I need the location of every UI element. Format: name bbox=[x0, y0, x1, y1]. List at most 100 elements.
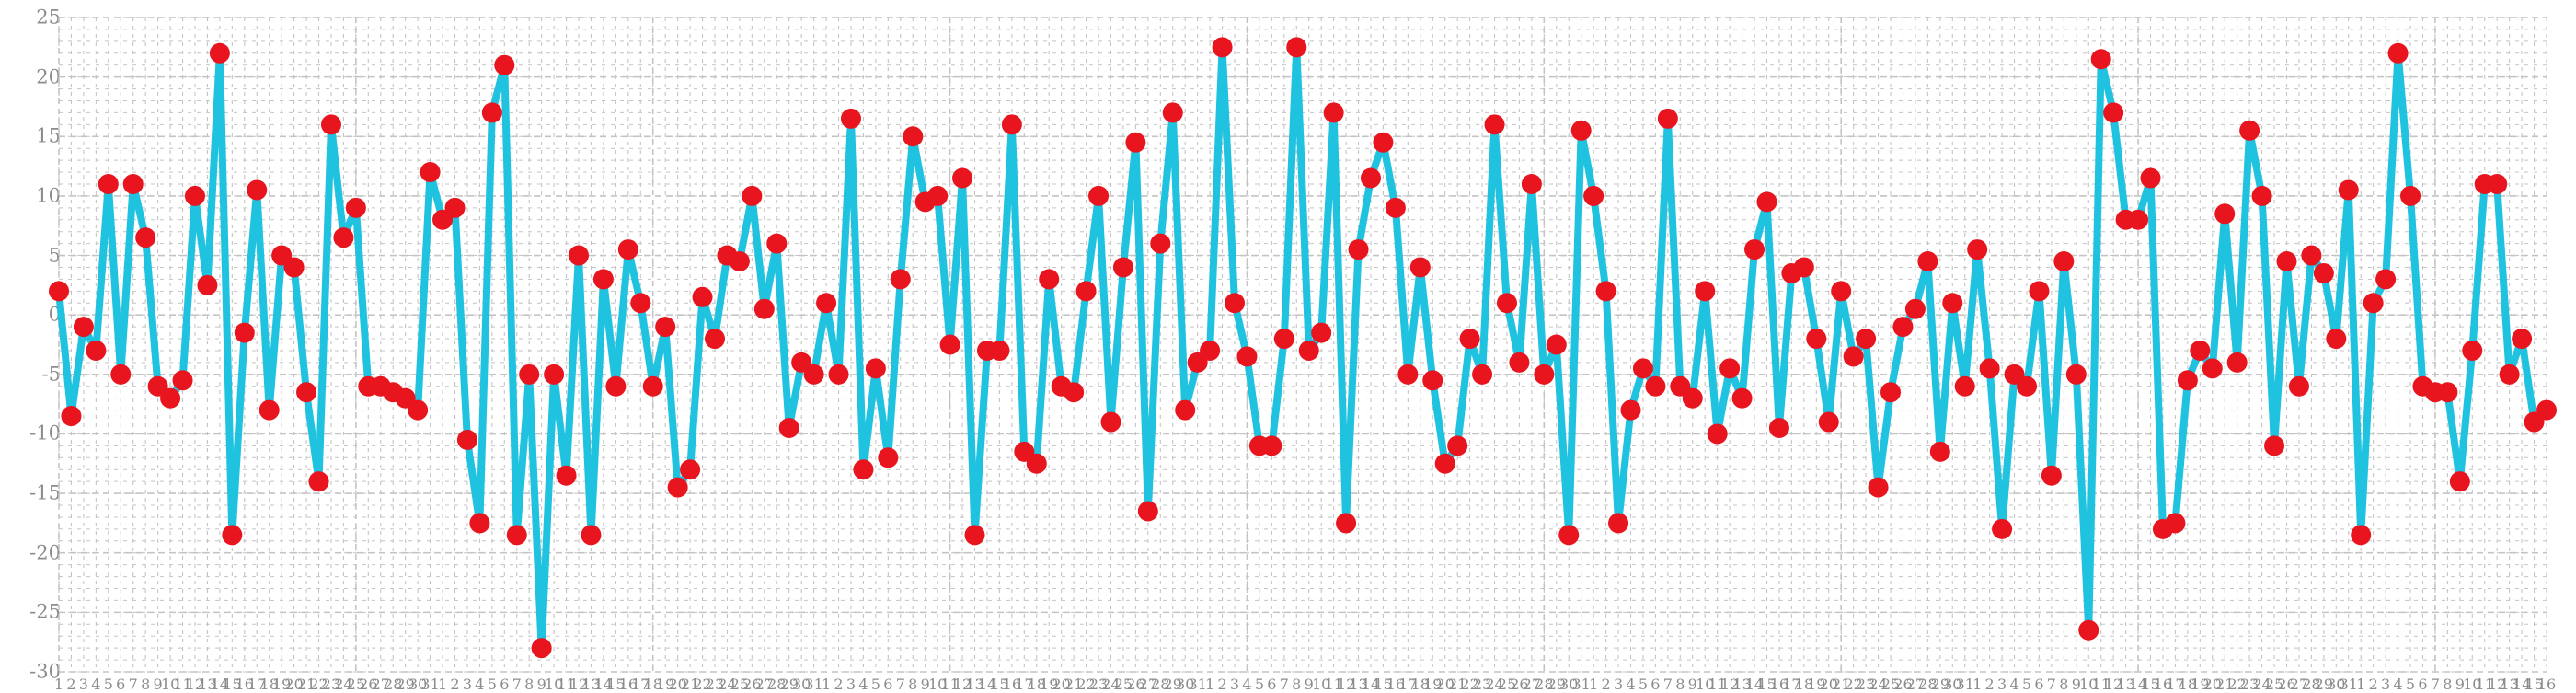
data-point-marker[interactable] bbox=[1447, 435, 1468, 456]
data-point-marker[interactable] bbox=[73, 317, 94, 338]
data-point-marker[interactable] bbox=[531, 638, 552, 659]
data-point-marker[interactable] bbox=[642, 375, 663, 397]
data-point-marker[interactable] bbox=[1868, 477, 1889, 498]
data-point-marker[interactable] bbox=[778, 417, 799, 438]
data-point-marker[interactable] bbox=[1039, 269, 1060, 290]
data-point-marker[interactable] bbox=[1768, 417, 1789, 438]
data-point-marker[interactable] bbox=[2338, 179, 2359, 201]
data-point-marker[interactable] bbox=[1360, 167, 1381, 189]
data-point-marker[interactable] bbox=[927, 185, 949, 206]
data-point-marker[interactable] bbox=[605, 375, 627, 397]
data-point-marker[interactable] bbox=[692, 286, 713, 307]
data-point-marker[interactable] bbox=[569, 245, 590, 266]
data-point-marker[interactable] bbox=[209, 42, 230, 64]
data-point-marker[interactable] bbox=[49, 281, 69, 302]
data-point-marker[interactable] bbox=[135, 227, 156, 248]
data-point-marker[interactable] bbox=[2202, 358, 2223, 379]
data-point-marker[interactable] bbox=[61, 406, 82, 427]
data-point-marker[interactable] bbox=[1595, 281, 1616, 302]
data-point-marker[interactable] bbox=[2264, 435, 2285, 456]
data-point-marker[interactable] bbox=[1719, 358, 1741, 379]
data-point-marker[interactable] bbox=[2190, 340, 2211, 361]
data-point-marker[interactable] bbox=[753, 298, 775, 319]
data-point-marker[interactable] bbox=[667, 477, 688, 498]
data-point-marker[interactable] bbox=[2016, 375, 2037, 397]
data-point-marker[interactable] bbox=[1892, 317, 1914, 338]
data-point-marker[interactable] bbox=[2276, 251, 2297, 272]
data-point-marker[interactable] bbox=[1806, 329, 1827, 350]
data-point-marker[interactable] bbox=[1657, 108, 1678, 129]
data-point-marker[interactable] bbox=[592, 269, 614, 290]
data-point-marker[interactable] bbox=[2029, 281, 2050, 302]
data-point-marker[interactable] bbox=[1979, 358, 2000, 379]
data-point-marker[interactable] bbox=[1744, 239, 1765, 260]
data-point-marker[interactable] bbox=[1904, 298, 1926, 319]
data-point-marker[interactable] bbox=[1818, 411, 1839, 433]
data-point-marker[interactable] bbox=[1001, 114, 1022, 135]
data-point-marker[interactable] bbox=[1954, 375, 1975, 397]
data-point-marker[interactable] bbox=[1088, 185, 1110, 206]
data-point-marker[interactable] bbox=[617, 239, 638, 260]
data-point-marker[interactable] bbox=[2053, 251, 2075, 272]
data-point-marker[interactable] bbox=[1509, 352, 1530, 373]
data-point-marker[interactable] bbox=[469, 513, 490, 534]
data-point-marker[interactable] bbox=[222, 525, 243, 546]
data-point-marker[interactable] bbox=[1682, 387, 1703, 409]
data-point-marker[interactable] bbox=[2326, 329, 2347, 350]
data-point-marker[interactable] bbox=[544, 364, 565, 385]
data-point-marker[interactable] bbox=[2462, 340, 2483, 361]
data-point-marker[interactable] bbox=[1336, 513, 1357, 534]
data-point-marker[interactable] bbox=[1236, 346, 1258, 367]
data-point-marker[interactable] bbox=[1459, 329, 1480, 350]
data-point-marker[interactable] bbox=[1929, 441, 1950, 462]
data-point-marker[interactable] bbox=[1856, 329, 1877, 350]
data-point-marker[interactable] bbox=[2499, 364, 2520, 385]
data-point-marker[interactable] bbox=[1583, 185, 1604, 206]
data-point-marker[interactable] bbox=[1348, 239, 1369, 260]
data-point-marker[interactable] bbox=[1632, 358, 1653, 379]
data-point-marker[interactable] bbox=[1422, 370, 1443, 391]
data-point-marker[interactable] bbox=[1225, 293, 1246, 314]
data-point-marker[interactable] bbox=[110, 364, 132, 385]
data-point-marker[interactable] bbox=[184, 185, 205, 206]
data-point-marker[interactable] bbox=[1385, 197, 1406, 218]
data-point-marker[interactable] bbox=[296, 382, 317, 403]
data-point-marker[interactable] bbox=[2288, 375, 2309, 397]
data-point-marker[interactable] bbox=[1409, 257, 1431, 278]
data-point-marker[interactable] bbox=[1137, 501, 1158, 522]
data-point-marker[interactable] bbox=[1125, 132, 1146, 153]
data-point-marker[interactable] bbox=[247, 179, 268, 201]
data-point-marker[interactable] bbox=[2512, 329, 2533, 350]
data-point-marker[interactable] bbox=[964, 525, 985, 546]
data-point-marker[interactable] bbox=[2165, 513, 2186, 534]
data-point-marker[interactable] bbox=[197, 274, 218, 295]
data-point-marker[interactable] bbox=[2251, 185, 2272, 206]
data-point-marker[interactable] bbox=[519, 364, 540, 385]
data-point-marker[interactable] bbox=[1100, 411, 1121, 433]
data-point-marker[interactable] bbox=[1645, 375, 1666, 397]
data-point-marker[interactable] bbox=[444, 197, 466, 218]
data-point-marker[interactable] bbox=[122, 173, 144, 194]
data-point-marker[interactable] bbox=[2226, 352, 2248, 373]
data-point-marker[interactable] bbox=[2103, 102, 2124, 123]
data-point-marker[interactable] bbox=[333, 227, 354, 248]
data-point-marker[interactable] bbox=[2449, 471, 2470, 492]
data-point-marker[interactable] bbox=[456, 429, 477, 450]
data-point-marker[interactable] bbox=[1261, 435, 1282, 456]
data-point-marker[interactable] bbox=[2351, 525, 2372, 546]
data-point-marker[interactable] bbox=[1880, 382, 1901, 403]
data-point-marker[interactable] bbox=[1942, 293, 1963, 314]
data-point-marker[interactable] bbox=[2536, 399, 2557, 421]
data-point-marker[interactable] bbox=[1608, 513, 1629, 534]
data-point-marker[interactable] bbox=[1286, 37, 1307, 58]
data-point-marker[interactable] bbox=[1534, 364, 1555, 385]
data-point-marker[interactable] bbox=[1967, 239, 1988, 260]
data-point-marker[interactable] bbox=[345, 197, 366, 218]
data-point-marker[interactable] bbox=[2487, 173, 2508, 194]
data-point-marker[interactable] bbox=[853, 459, 874, 480]
data-point-marker[interactable] bbox=[506, 525, 527, 546]
data-point-marker[interactable] bbox=[581, 525, 602, 546]
data-point-marker[interactable] bbox=[2090, 49, 2111, 70]
data-point-marker[interactable] bbox=[1150, 233, 1171, 254]
data-point-marker[interactable] bbox=[1064, 382, 1085, 403]
